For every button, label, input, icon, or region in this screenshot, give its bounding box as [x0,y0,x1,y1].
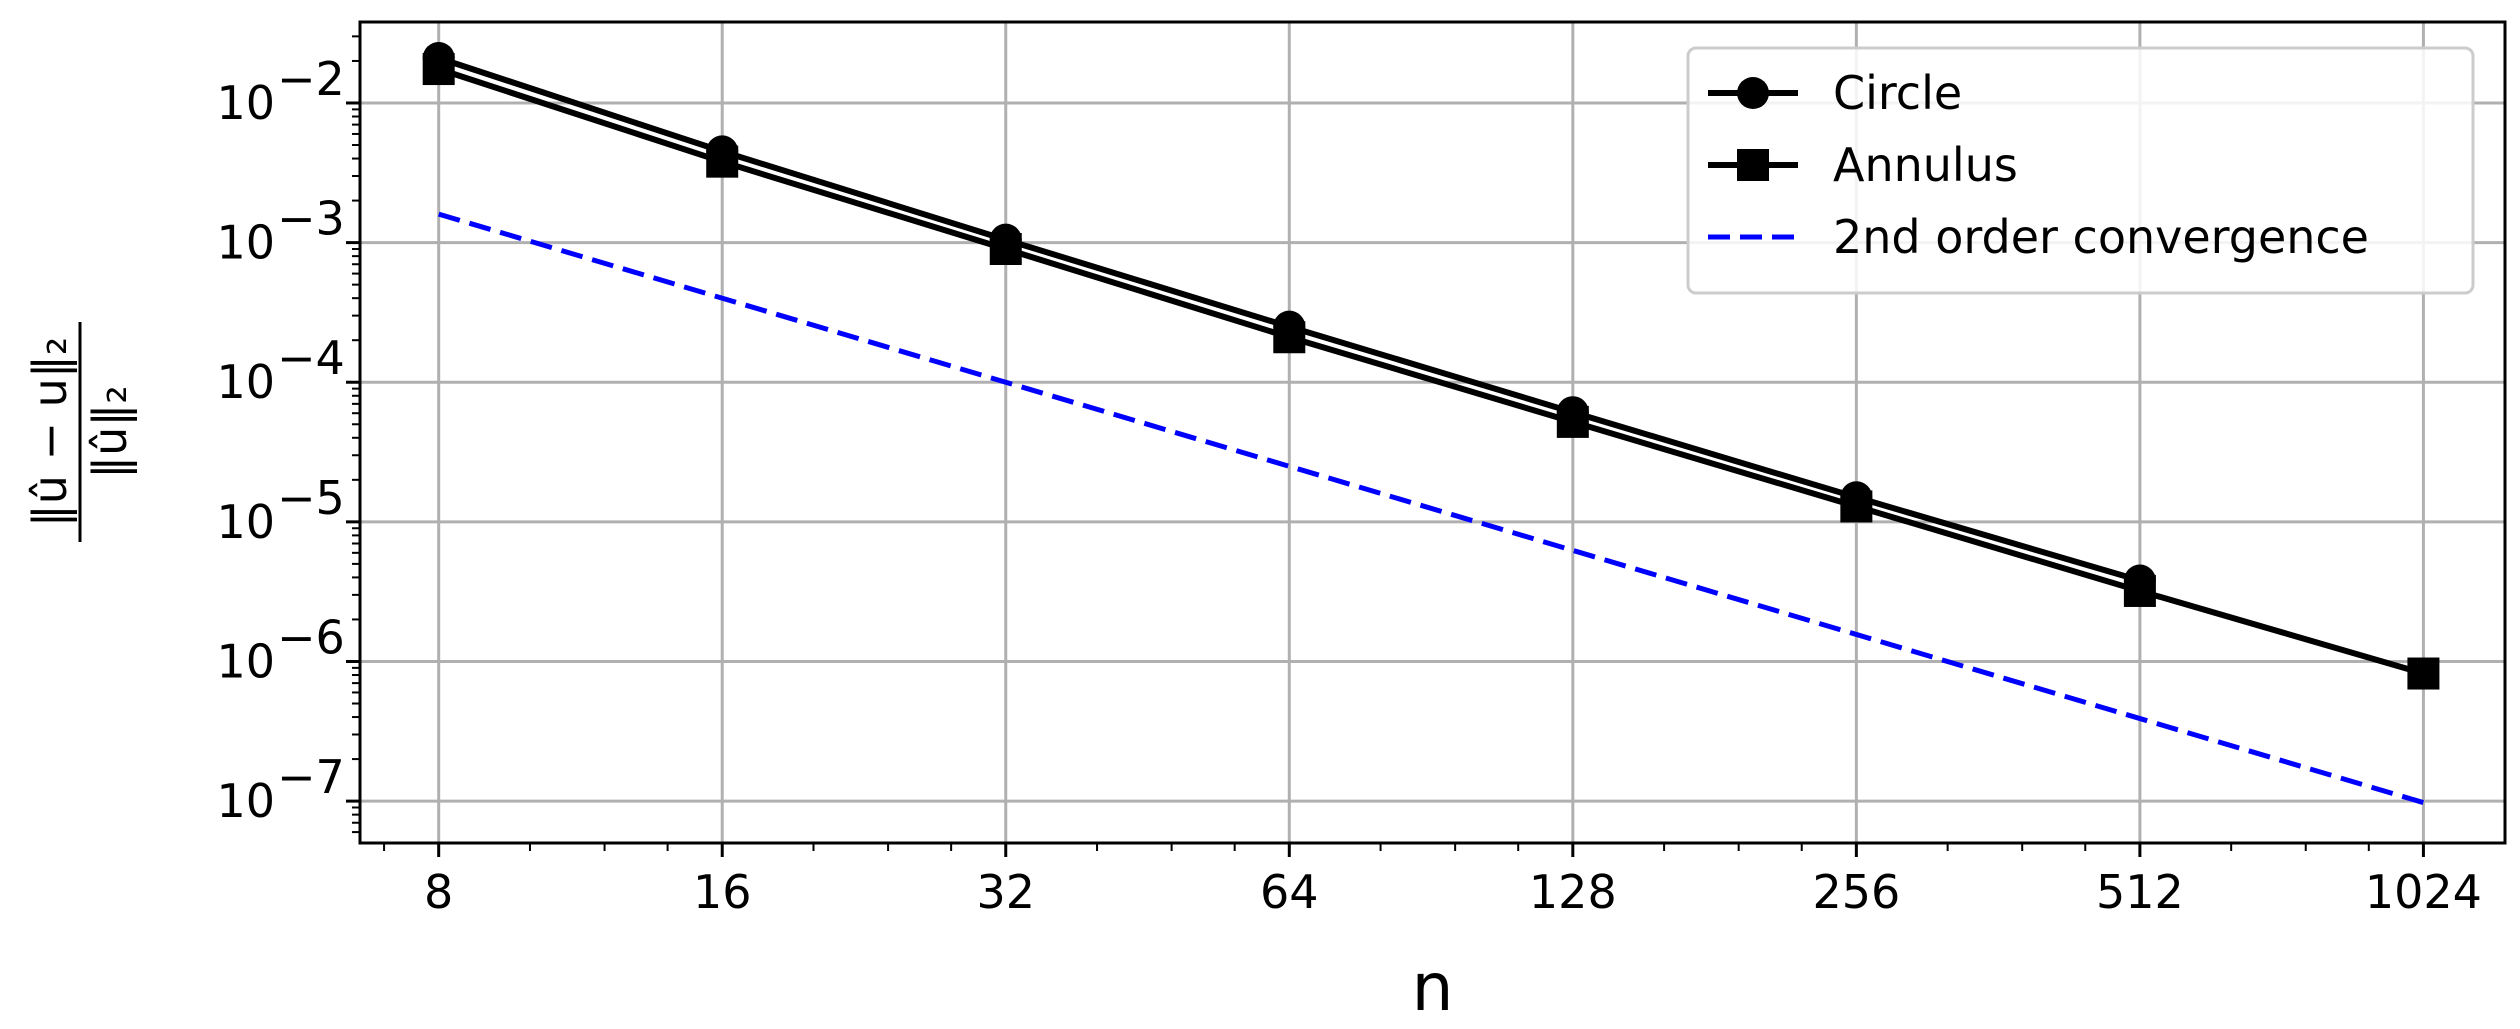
square-marker [2123,574,2156,607]
x-tick-label: 64 [1260,865,1319,919]
x-tick-label: 256 [1812,865,1900,919]
circle-marker [1737,77,1769,109]
x-tick-label: 8 [424,865,453,919]
legend-label: Annulus [1833,138,2018,192]
square-marker [989,232,1022,265]
y-tick-label: 10 [216,634,275,688]
y-axis-label-numerator: ‖û − u‖₂ [23,337,78,528]
legend-label: Circle [1833,66,1962,120]
y-axis-label-denominator: ‖û‖₂ [83,385,138,479]
square-marker [1556,405,1589,438]
series-2nd-order-convergence [437,211,2425,805]
legend-item: Circle [1708,66,1962,120]
x-tick-label: 128 [1529,865,1617,919]
series-line [437,211,2425,805]
y-tick-exponent: −4 [277,331,345,385]
x-axis-label: n [1412,949,1454,1026]
legend-box [1686,46,2475,295]
plot-area-frame [358,20,2507,845]
legend-item: Annulus [1708,138,2018,192]
y-tick-exponent: −5 [277,471,345,525]
y-tick-exponent: −2 [277,52,345,106]
square-marker [1737,149,1769,181]
y-axis-label: ‖û − u‖₂ ‖û‖₂ [23,322,138,542]
y-tick-label: 10 [216,355,275,409]
series-layer [422,41,2440,805]
y-tick-exponent: −7 [277,750,345,804]
square-marker [1840,490,1873,523]
y-tick-label: 10 [216,774,275,828]
legend: Circle Annulus 2nd order convergence [1686,46,2475,295]
series-line [437,66,2425,677]
y-tick-exponent: −3 [277,192,345,246]
series-annulus [422,53,2440,690]
x-tick-label: 32 [976,865,1035,919]
y-tick-label: 10 [216,495,275,549]
x-tick-label: 512 [2096,865,2184,919]
axis-ticks: 8 16 32 64 128 256 512 102410−210−310−410−510−6… [216,35,2482,919]
square-marker [422,53,455,86]
square-marker [706,145,739,178]
y-tick-label: 10 [216,76,275,130]
x-tick-label: 1024 [2365,865,2482,919]
square-marker [2407,657,2440,690]
y-tick-label: 10 [216,216,275,270]
square-marker [1273,321,1306,354]
legend-item: 2nd order convergence [1708,210,2369,264]
y-tick-exponent: −6 [277,610,345,664]
x-tick-label: 16 [693,865,752,919]
legend-label: 2nd order convergence [1833,210,2369,264]
